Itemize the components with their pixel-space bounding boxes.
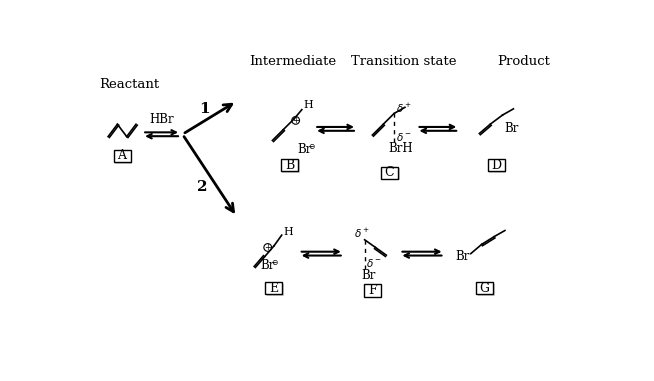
Text: $^{⊖}$: $^{⊖}$ bbox=[308, 143, 316, 153]
Bar bbox=[266, 282, 283, 295]
Bar bbox=[281, 159, 298, 171]
Text: E: E bbox=[269, 282, 279, 295]
Text: H: H bbox=[303, 100, 313, 110]
Bar bbox=[364, 285, 381, 297]
Bar bbox=[115, 151, 132, 163]
Text: Br: Br bbox=[362, 269, 376, 282]
Bar bbox=[114, 150, 131, 162]
Text: $\delta^+$: $\delta^+$ bbox=[396, 102, 412, 115]
Text: B: B bbox=[285, 158, 294, 171]
Bar bbox=[366, 286, 383, 298]
Text: 1: 1 bbox=[199, 102, 209, 116]
Text: $^{⊖}$: $^{⊖}$ bbox=[271, 259, 279, 269]
Text: Br: Br bbox=[297, 143, 311, 156]
Bar bbox=[489, 160, 506, 173]
Bar bbox=[476, 282, 493, 295]
Text: +: + bbox=[292, 116, 299, 125]
Text: $\delta^-$: $\delta^-$ bbox=[366, 257, 382, 269]
Text: Br: Br bbox=[504, 122, 519, 135]
Text: HBr: HBr bbox=[149, 113, 174, 126]
Text: $\delta^+$: $\delta^+$ bbox=[354, 227, 370, 240]
Text: A: A bbox=[118, 149, 127, 162]
Bar bbox=[488, 159, 505, 171]
Text: D: D bbox=[491, 158, 502, 171]
Bar bbox=[383, 168, 400, 181]
Text: Intermediate: Intermediate bbox=[249, 55, 336, 68]
Text: G: G bbox=[480, 282, 490, 295]
Text: H: H bbox=[283, 227, 293, 237]
Text: Br: Br bbox=[260, 259, 275, 272]
Text: F: F bbox=[368, 284, 377, 297]
Text: $\delta^-$: $\delta^-$ bbox=[396, 131, 411, 142]
Bar bbox=[283, 160, 300, 173]
Text: +: + bbox=[264, 243, 271, 252]
Bar bbox=[381, 166, 398, 179]
Text: Transition state: Transition state bbox=[351, 55, 456, 68]
Text: Product: Product bbox=[497, 55, 550, 68]
Text: 2: 2 bbox=[197, 179, 207, 194]
Bar bbox=[478, 283, 495, 296]
Text: Reactant: Reactant bbox=[99, 78, 159, 91]
Text: C: C bbox=[385, 166, 394, 179]
Bar bbox=[267, 283, 284, 296]
Text: BrH: BrH bbox=[388, 142, 413, 155]
Text: Br: Br bbox=[455, 250, 470, 263]
